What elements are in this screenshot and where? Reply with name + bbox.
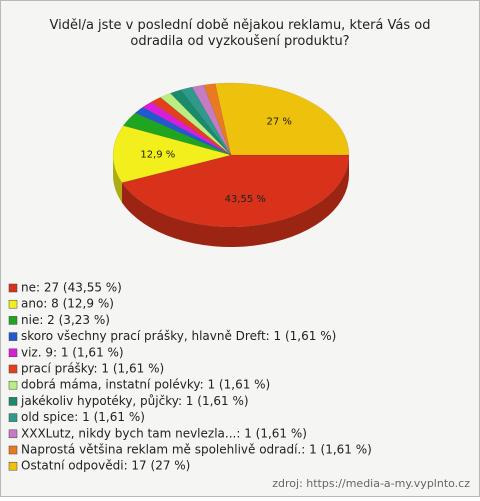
legend-swatch: [8, 429, 18, 439]
legend-swatch: [8, 299, 18, 309]
legend-label: jakékoliv hypotéky, půjčky: 1 (1,61 %): [20, 394, 249, 408]
slice-side: [113, 155, 123, 203]
slice: [215, 82, 350, 156]
slice: [191, 84, 232, 156]
legend-label: Naprostá většina reklam mě spolehlivě od…: [21, 443, 372, 457]
chart-title: Viděl/a jste v poslední době nějakou rek…: [50, 18, 431, 49]
data-label: 43,55 %: [225, 194, 266, 205]
slice: [112, 125, 232, 183]
legend-swatch: [8, 316, 18, 325]
slice: [122, 112, 232, 156]
legend-label: ne: 27 (43,55 %): [21, 281, 122, 295]
legend-label: viz. 9: 1 (1,61 %): [21, 345, 124, 359]
legend-swatch: [8, 397, 18, 406]
legend-label: dobrá máma, instatní polévky: 1 (1,61 %): [21, 378, 270, 392]
legend-swatch: [8, 380, 18, 390]
slice: [203, 83, 232, 156]
slice: [150, 97, 232, 156]
slice: [142, 101, 232, 156]
slice: [134, 106, 232, 156]
data-label: 27 %: [266, 116, 291, 127]
legend-label: XXXLutz, nikdy bych tam nevlezla...: 1 (…: [21, 426, 307, 440]
slice: [180, 86, 232, 156]
pie: 43,55 % 12,9 % 27 %: [112, 82, 350, 247]
legend-label: nie: 2 (3,23 %): [21, 313, 110, 327]
data-label: 12,9 %: [140, 149, 175, 160]
legend-swatch: [8, 348, 18, 358]
legend-label: ano: 8 (12,9 %): [21, 297, 114, 311]
slice-side: [122, 155, 349, 247]
legend-swatch: [8, 445, 18, 455]
slice: [121, 154, 350, 228]
legend-swatch: [8, 364, 18, 374]
slice: [169, 89, 232, 156]
legend-label: skoro všechny prací prášky, hlavně Dreft…: [21, 329, 336, 343]
legend-swatch: [8, 413, 18, 422]
legend-swatch: [8, 332, 18, 341]
slice: [159, 92, 232, 156]
legend-label: prací prášky: 1 (1,61 %): [21, 362, 164, 376]
source: zdroj: https://media-a-my.vyplnto.cz: [272, 477, 470, 490]
legend-label: Ostatní odpovědi: 17 (27 %): [21, 459, 190, 473]
legend-label: old spice: 1 (1,61 %): [21, 410, 145, 424]
legend-swatch: [8, 461, 18, 471]
legend-swatch: [8, 283, 18, 293]
